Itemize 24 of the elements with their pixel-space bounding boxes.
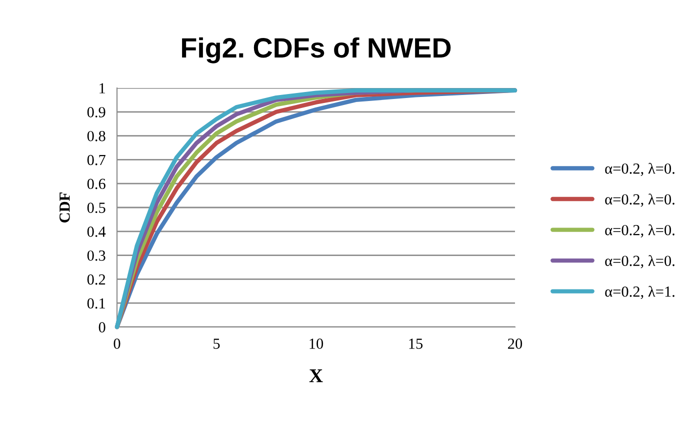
- x-tick-label: 0: [114, 338, 120, 349]
- y-tick-label: 0: [98, 322, 106, 332]
- y-tick-label: 1: [100, 83, 105, 94]
- y-tick-label: 0.8: [87, 130, 106, 142]
- legend-label: α=0.2, λ=0.: [605, 194, 674, 207]
- y-tick-label: 0.2: [87, 274, 106, 285]
- legend-label: α=0.2, λ=0.: [605, 162, 674, 176]
- y-tick-label: 0.4: [87, 226, 106, 237]
- chart-title: Fig2. CDFs of NWED: [182, 37, 451, 64]
- y-axis-title: CDF: [60, 192, 70, 222]
- y-tick-label: 0.7: [87, 154, 106, 166]
- legend-label: α=0.2, λ=0.: [605, 224, 674, 238]
- x-axis-title: X: [309, 369, 323, 382]
- y-tick-label: 0.1: [87, 298, 105, 309]
- x-tick-label: 5: [214, 338, 220, 349]
- y-tick-label: 0.9: [87, 107, 106, 118]
- x-tick-label: 10: [310, 338, 324, 349]
- x-tick-label: 20: [508, 338, 522, 349]
- legend-label: α=0.2, λ=1.: [605, 286, 674, 299]
- y-tick-label: 0.3: [87, 250, 106, 261]
- x-tick-label: 15: [409, 338, 423, 349]
- legend-label: α=0.2, λ=0.: [605, 255, 674, 268]
- y-tick-label: 0.6: [87, 178, 106, 190]
- y-tick-label: 0.5: [87, 202, 106, 214]
